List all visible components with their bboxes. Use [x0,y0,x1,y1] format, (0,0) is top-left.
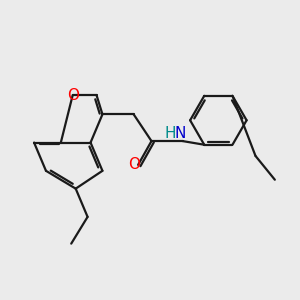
Text: O: O [128,158,140,172]
Text: N: N [174,126,185,141]
Text: O: O [67,88,79,103]
Text: H: H [164,126,176,141]
